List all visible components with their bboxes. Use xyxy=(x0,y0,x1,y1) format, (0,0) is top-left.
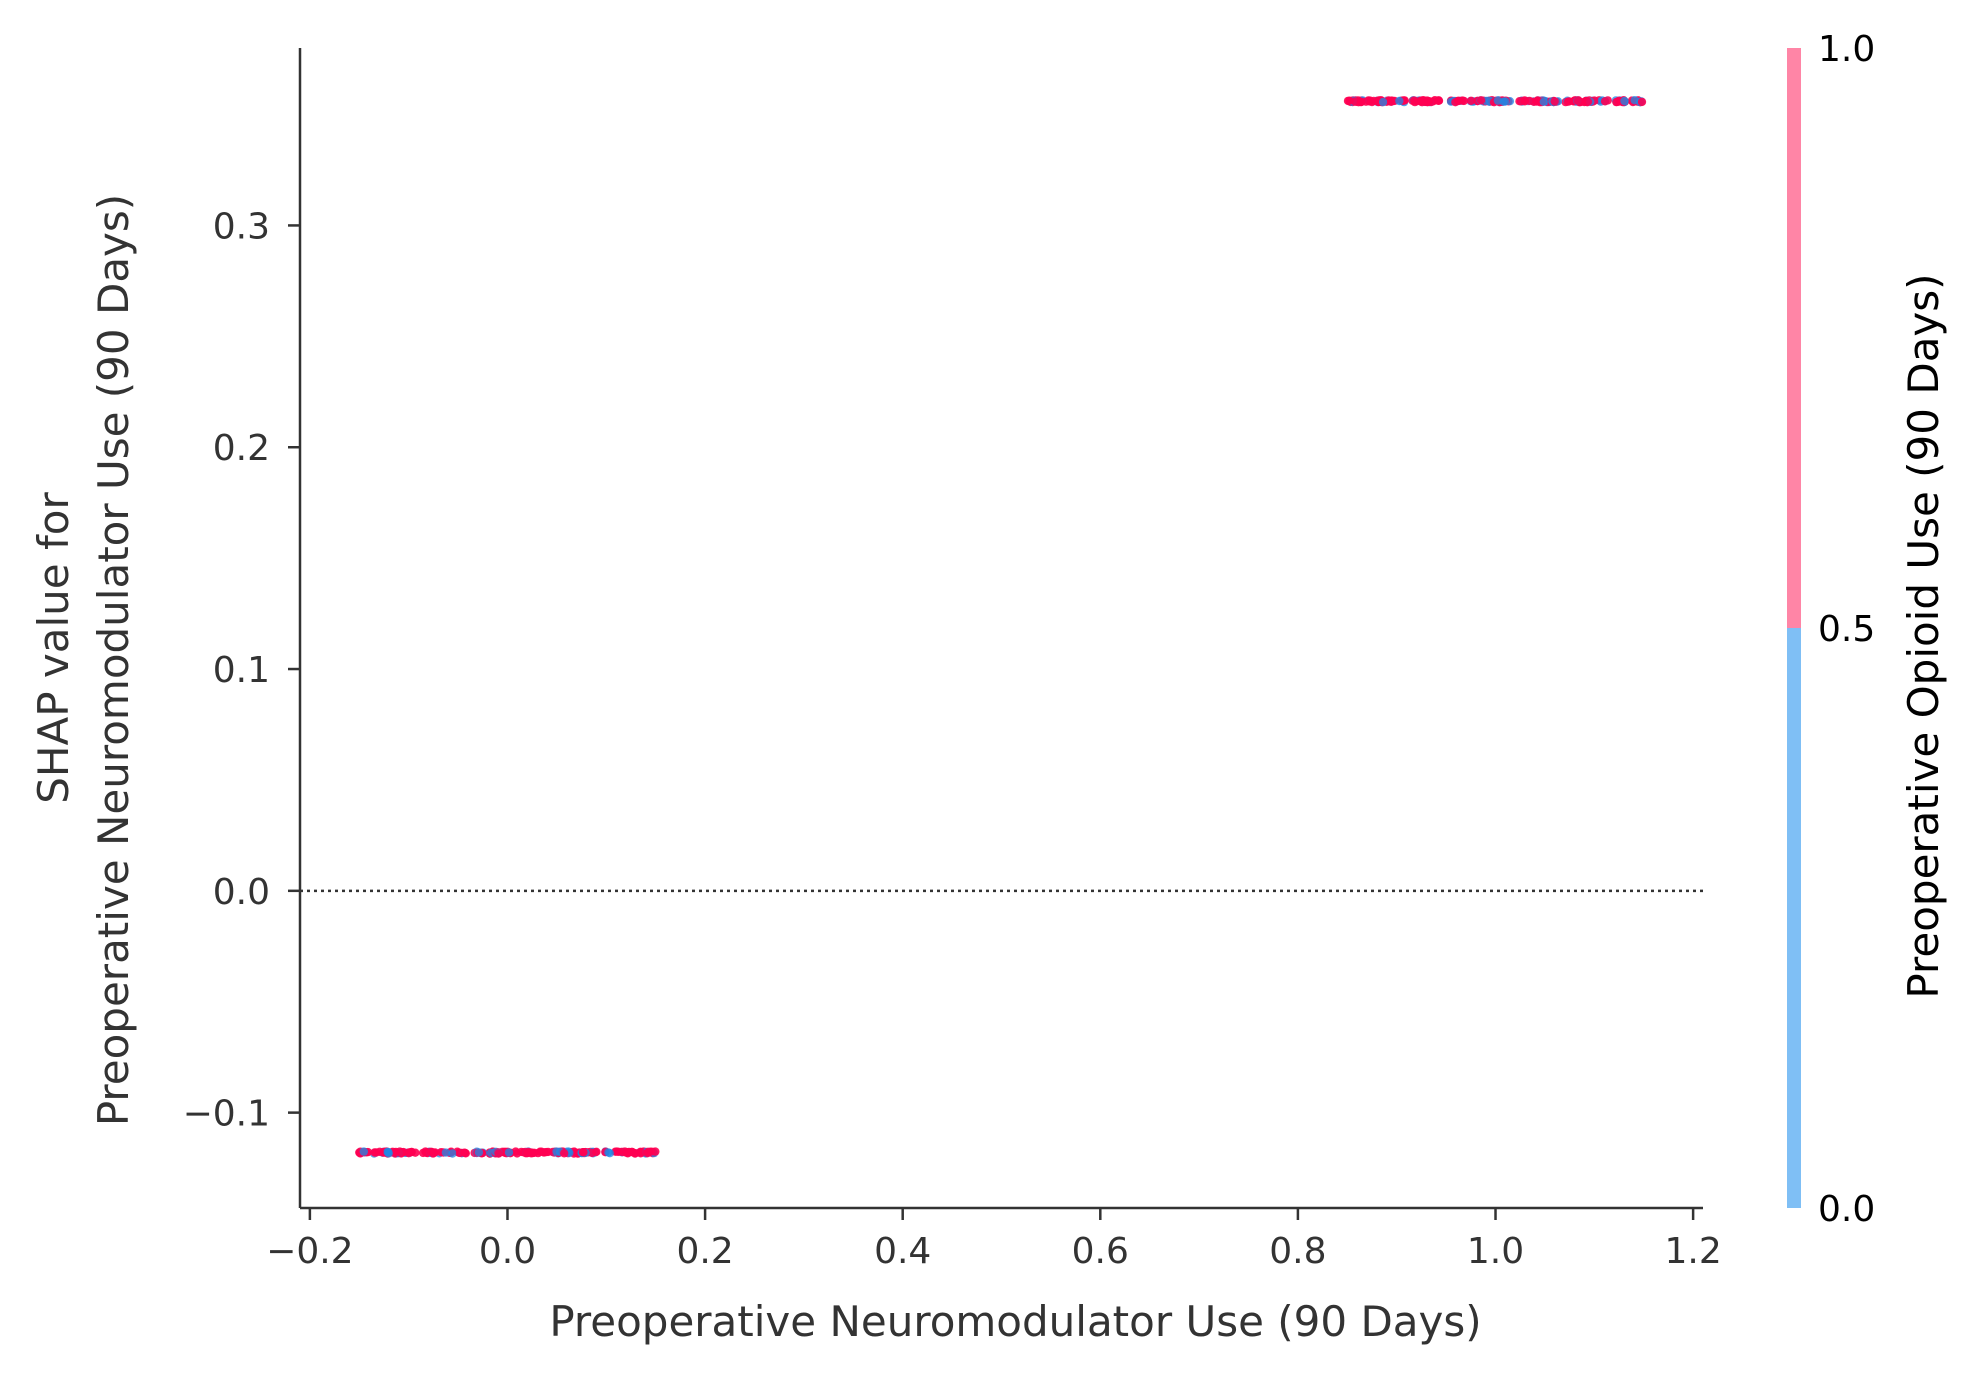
x-tick-label: 1.2 xyxy=(1664,1231,1721,1272)
scatter-point xyxy=(1369,96,1378,106)
scatter-point xyxy=(427,1147,436,1157)
colorbar-label: Preoperative Opioid Use (90 Days) xyxy=(1899,273,1948,998)
scatter-point xyxy=(1410,97,1420,107)
colorbar-high-segment xyxy=(1787,48,1801,628)
x-axis-label: Preoperative Neuromodulator Use (90 Days… xyxy=(549,1297,1481,1346)
scatter-point xyxy=(1345,96,1354,105)
scatter-point xyxy=(441,1148,451,1157)
y-axis-ticks: −0.1 0.0 0.1 0.2 0.3 xyxy=(183,206,300,1135)
scatter-point xyxy=(384,1149,393,1158)
scatter-point xyxy=(406,1148,415,1157)
y-tick-label: 0.0 xyxy=(213,872,270,913)
colorbar-tick-label: 0.5 xyxy=(1818,609,1875,650)
scatter-point xyxy=(1630,96,1639,105)
x-tick-label: 0.0 xyxy=(479,1231,536,1272)
colorbar: 0.0 0.5 1.0 Preoperative Opioid Use (90 Da… xyxy=(1787,29,1948,1230)
x-tick-label: 0.8 xyxy=(1269,1231,1326,1272)
scatter-point xyxy=(1459,96,1469,106)
scatter-point xyxy=(1357,97,1366,107)
scatter-point xyxy=(1378,97,1388,107)
scatter-point xyxy=(1573,96,1583,106)
x-axis-ticks: −0.2 0.0 0.2 0.4 0.6 0.8 1.0 1.2 xyxy=(266,1208,1722,1272)
scatter-point xyxy=(1539,97,1549,107)
scatter-point xyxy=(1583,97,1593,106)
scatter-point xyxy=(579,1148,588,1157)
colorbar-low-segment xyxy=(1787,628,1801,1208)
scatter-point xyxy=(592,1147,601,1157)
y-tick-label: 0.2 xyxy=(213,428,270,469)
scatter-point xyxy=(474,1148,484,1157)
scatter-point xyxy=(1550,97,1559,106)
x-tick-label: 0.6 xyxy=(1072,1231,1129,1272)
x-tick-label: 1.0 xyxy=(1467,1231,1524,1272)
scatter-point xyxy=(644,1147,653,1157)
scatter-points xyxy=(355,96,1647,1158)
scatter-point xyxy=(1499,97,1508,106)
y-tick-label: −0.1 xyxy=(183,1094,270,1135)
scatter-point xyxy=(1637,97,1647,107)
scatter-point xyxy=(1516,97,1526,106)
scatter-point xyxy=(1387,97,1396,107)
scatter-point xyxy=(631,1149,640,1158)
scatter-point xyxy=(614,1147,623,1157)
x-tick-label: 0.4 xyxy=(874,1231,931,1272)
x-tick-label: 0.2 xyxy=(676,1231,733,1272)
colorbar-ticks: 0.0 0.5 1.0 xyxy=(1818,29,1875,1230)
scatter-point xyxy=(1620,96,1629,106)
scatter-point xyxy=(1476,96,1486,105)
y-tick-label: 0.1 xyxy=(213,650,270,691)
scatter-point xyxy=(1466,96,1476,106)
scatter-point xyxy=(605,1149,614,1158)
scatter-point xyxy=(512,1149,522,1158)
scatter-point xyxy=(375,1147,384,1157)
y-axis-label-line-1: SHAP value for xyxy=(29,492,78,804)
scatter-point xyxy=(523,1149,532,1158)
scatter-point xyxy=(539,1148,548,1157)
x-tick-label: −0.2 xyxy=(266,1231,353,1272)
scatter-point xyxy=(396,1148,405,1158)
scatter-point xyxy=(359,1147,368,1156)
scatter-point xyxy=(1422,96,1432,105)
scatter-point xyxy=(560,1149,569,1158)
y-tick-label: 0.3 xyxy=(213,206,270,247)
scatter-point xyxy=(504,1148,514,1157)
scatter-point xyxy=(460,1148,470,1158)
scatter-point xyxy=(494,1149,503,1158)
y-axis-label-line-2: Preoperative Neuromodulator Use (90 Days… xyxy=(89,194,138,1126)
scatter-point xyxy=(1434,96,1444,105)
scatter-point xyxy=(1600,97,1610,106)
colorbar-tick-label: 0.0 xyxy=(1818,1189,1875,1230)
colorbar-tick-label: 1.0 xyxy=(1818,29,1875,70)
scatter-point xyxy=(448,1149,457,1158)
scatter-point xyxy=(1395,96,1404,106)
